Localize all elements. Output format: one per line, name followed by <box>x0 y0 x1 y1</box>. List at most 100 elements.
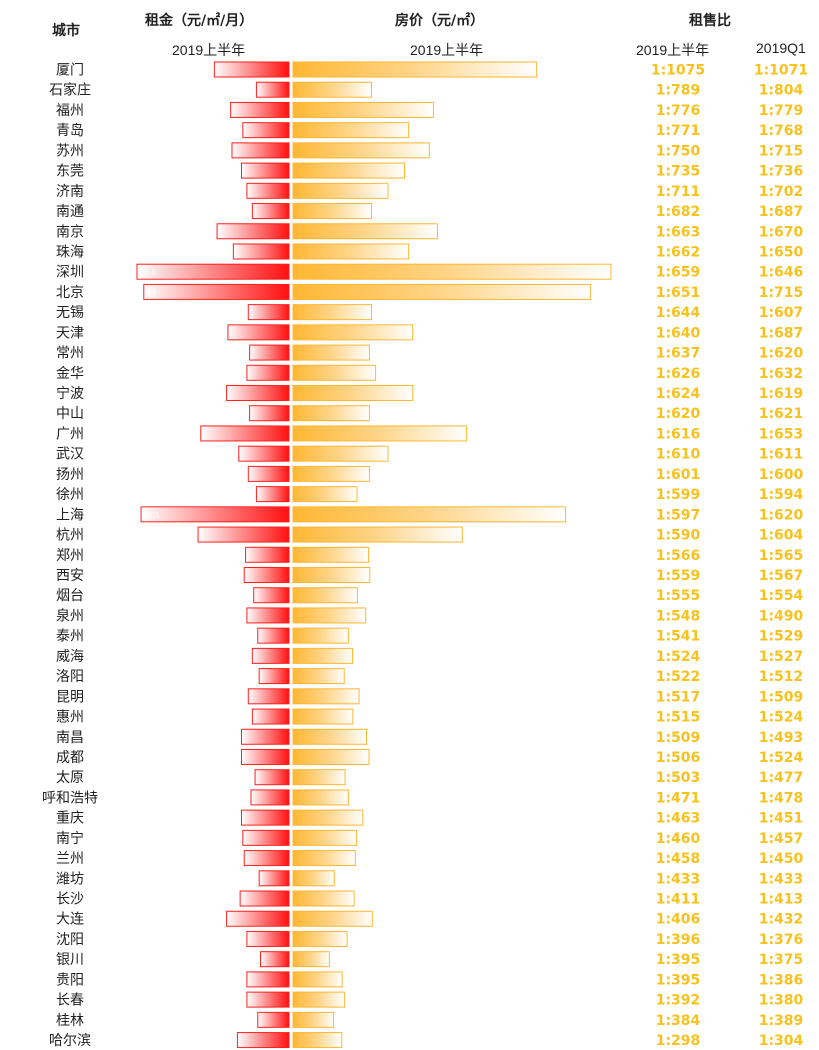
price-bar <box>292 789 349 806</box>
rent-bar <box>241 809 290 826</box>
ratio-h1-value: 1:651 <box>656 285 701 301</box>
ratio-q1-value: 1:524 <box>759 710 804 726</box>
city-label: 青岛 <box>56 123 84 139</box>
ratio-q1-value: 1:386 <box>759 972 804 988</box>
ratio-h1-value: 1:411 <box>656 892 701 908</box>
ratio-q1-value: 1:512 <box>759 669 804 685</box>
ratio-h1-value: 1:597 <box>656 507 701 523</box>
rent-bar <box>236 1032 290 1049</box>
price-bar <box>292 647 353 664</box>
city-label: 泰州 <box>56 629 84 645</box>
ratio-h1-value: 1:771 <box>656 123 701 139</box>
ratio-q1-value: 1:565 <box>759 548 804 564</box>
city-label: 扬州 <box>56 467 84 483</box>
price-bar-data-label: 64.4 <box>592 269 608 277</box>
city-label: 济南 <box>56 184 84 200</box>
city-label: 南京 <box>56 224 84 240</box>
price-bar <box>292 587 358 604</box>
price-bar <box>292 203 372 220</box>
city-label: 徐州 <box>56 487 84 503</box>
ratio-h1-value: 1:522 <box>656 669 701 685</box>
ratio-q1-value: 1:477 <box>759 770 804 786</box>
city-label: 金华 <box>56 366 84 382</box>
rent-bar-data-label: 97.8 <box>140 269 156 277</box>
ratio-q1-value: 1:619 <box>759 386 804 402</box>
rent-bar-data-label: 94 <box>147 289 156 297</box>
price-bar <box>292 769 346 786</box>
ratio-h1-value: 1:644 <box>656 305 701 321</box>
ratio-h1-value: 1:395 <box>656 952 701 968</box>
city-label: 宁波 <box>56 385 84 402</box>
price-bar <box>292 910 373 927</box>
ratio-q1-value: 1:490 <box>759 608 804 624</box>
price-bar <box>292 748 370 765</box>
price-bar <box>292 991 346 1008</box>
price-bar <box>292 101 434 118</box>
ratio-q1-value: 1:524 <box>759 750 804 766</box>
ratio-period-label-q1: 2019Q1 <box>756 40 806 56</box>
rent-bar <box>249 405 290 422</box>
ratio-q1-value: 1:375 <box>759 952 804 968</box>
ratio-h1-value: 1:515 <box>656 710 701 726</box>
ratio-h1-value: 1:392 <box>656 993 701 1009</box>
ratio-h1-value: 1:406 <box>656 912 701 928</box>
ratio-h1-value: 1:640 <box>656 325 701 341</box>
rent-bar <box>216 223 290 240</box>
price-bar <box>292 364 377 381</box>
price-bar <box>292 567 371 583</box>
price-bar <box>292 61 538 78</box>
price-bar <box>292 850 356 867</box>
rent-bar <box>250 789 290 806</box>
city-label: 武汉 <box>56 447 84 463</box>
ratio-h1-value: 1:555 <box>656 588 701 604</box>
ratio-q1-value: 1:389 <box>759 1013 804 1029</box>
city-label: 中山 <box>56 406 84 422</box>
price-bar <box>292 728 368 745</box>
city-label: 大连 <box>56 912 84 928</box>
city-label: 威海 <box>56 649 84 665</box>
rent-bar <box>257 627 290 644</box>
city-label: 珠海 <box>56 244 84 260</box>
rent-bar <box>246 930 290 947</box>
ratio-q1-value: 1:670 <box>759 224 804 240</box>
city-label: 洛阳 <box>56 669 84 685</box>
city-label: 天津 <box>56 325 84 341</box>
ratio-h1-value: 1:458 <box>656 851 701 867</box>
ratio-h1-value: 1:663 <box>656 224 701 240</box>
rent-bar <box>241 162 290 179</box>
ratio-h1-value: 1:506 <box>656 750 701 766</box>
city-label: 厦门 <box>56 63 84 79</box>
price-bar <box>292 951 330 968</box>
ratio-q1-value: 1:594 <box>759 487 804 503</box>
rent-bar <box>140 506 290 523</box>
ratio-q1-value: 1:607 <box>759 305 804 321</box>
ratio-q1-value: 1:779 <box>759 103 804 119</box>
ratio-h1-value: 1:601 <box>656 467 701 483</box>
price-bar <box>292 385 414 402</box>
price-bar <box>292 283 591 300</box>
ratio-q1-value: 1:413 <box>759 892 804 908</box>
ratio-h1-value: 1:626 <box>656 366 701 382</box>
ratio-h1-value: 1:624 <box>656 386 701 402</box>
ratio-h1-value: 1:610 <box>656 447 701 463</box>
rent-bar <box>243 567 290 583</box>
city-label: 上海 <box>56 507 84 523</box>
rent-bar <box>143 283 290 300</box>
ratio-h1-value: 1:789 <box>656 83 701 99</box>
city-label: 福州 <box>56 103 84 119</box>
rent-bar <box>246 182 290 199</box>
rent-bar <box>243 850 290 867</box>
ratio-h1-value: 1:599 <box>656 487 701 503</box>
ratio-h1-value: 1:471 <box>656 790 701 806</box>
ratio-q1-value: 1:1071 <box>754 63 808 79</box>
price-bar <box>292 223 439 240</box>
price-bar <box>292 263 612 280</box>
rent-bar <box>232 243 290 260</box>
rent-bar <box>258 870 290 887</box>
price-bar <box>292 688 360 705</box>
city-label: 太原 <box>56 770 84 786</box>
price-bar <box>292 304 372 321</box>
price-bar <box>292 182 389 199</box>
rent-bar <box>227 324 290 341</box>
rent-bar <box>231 142 290 159</box>
